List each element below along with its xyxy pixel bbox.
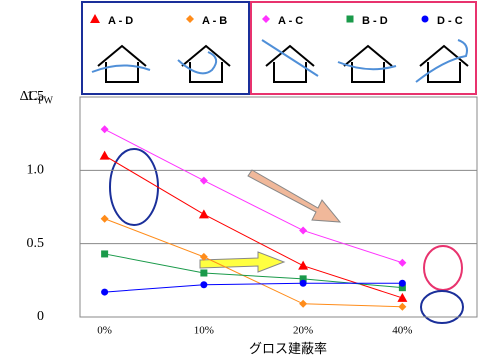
y-tick-label: 0.5 [27, 236, 45, 251]
legend-marker [186, 15, 194, 23]
marker [199, 209, 209, 218]
x-tick-label: 20% [293, 325, 313, 337]
x-axis-label: グロス建蔽率 [249, 341, 327, 356]
legend-label: A - C [278, 15, 303, 27]
marker [397, 293, 407, 302]
marker [200, 281, 207, 288]
marker [101, 215, 109, 223]
marker [398, 259, 406, 267]
airflow-arrows [92, 40, 467, 82]
legend-label: D - C [437, 15, 463, 27]
chart: ΔC PW グロス建蔽率 00.51.01.50%10%20%40%A - DA… [0, 0, 478, 361]
legend-label: A - D [108, 15, 133, 27]
series-line [105, 129, 403, 262]
marker [100, 151, 110, 160]
x-tick-label: 0% [97, 325, 112, 337]
y-tick-label: 1.5 [27, 89, 45, 104]
legend-marker [347, 16, 354, 23]
series-line [105, 283, 403, 292]
marker [200, 270, 207, 277]
annotations [110, 149, 463, 323]
y-tick-label: 1.0 [27, 163, 45, 178]
marker [299, 226, 307, 234]
marker [101, 125, 109, 133]
legend-marker [262, 15, 270, 23]
x-tick-label: 10% [194, 325, 214, 337]
marker [398, 303, 406, 311]
legend-marker [422, 16, 429, 23]
y-tick-label: 0 [37, 309, 44, 324]
marker [101, 250, 108, 257]
marker [298, 261, 308, 270]
x-tick-label: 40% [392, 325, 412, 337]
legend-label: B - D [362, 15, 388, 27]
legend-marker [90, 14, 100, 23]
house-icons [98, 46, 468, 82]
marker [299, 300, 307, 308]
legend-label: A - B [202, 15, 227, 27]
marker [200, 177, 208, 185]
marker [300, 280, 307, 287]
marker [399, 280, 406, 287]
marker [101, 289, 108, 296]
